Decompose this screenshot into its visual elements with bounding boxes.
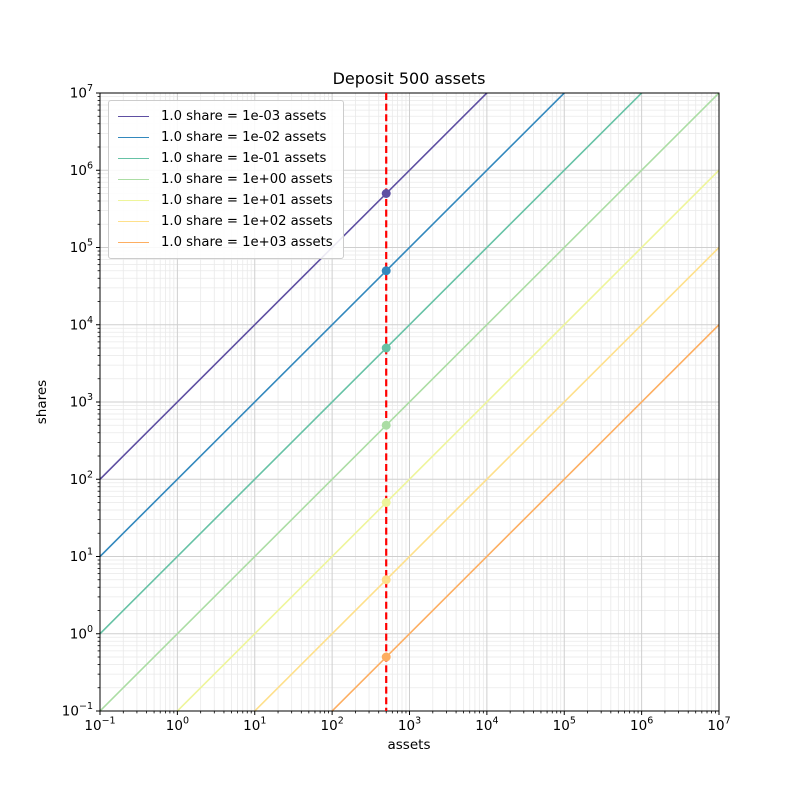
legend-line-swatch [118,200,149,201]
legend-entry: 1.0 share = 1e-02 assets [118,127,333,148]
series-line [176,169,719,711]
series-line [253,246,719,711]
y-tick-label: 10−1 [62,701,93,720]
legend-entry: 1.0 share = 1e+03 assets [118,232,333,253]
deposit-point-dot [381,652,391,662]
legend-entry: 1.0 share = 1e-03 assets [118,106,333,127]
deposit-points [381,189,391,662]
series-lines [100,93,719,711]
y-tick-label: 105 [70,238,93,257]
x-tick-label: 10−1 [84,716,115,735]
deposit-point-dot [381,575,391,585]
legend-entry: 1.0 share = 1e+02 assets [118,211,333,232]
legend-label: 1.0 share = 1e+01 assets [161,193,333,208]
legend-entry: 1.0 share = 1e+00 assets [118,169,333,190]
legend-label: 1.0 share = 1e+00 assets [161,172,333,187]
legend-entry: 1.0 share = 1e-01 assets [118,148,333,169]
series-line [100,93,566,558]
deposit-point-dot [381,266,391,276]
x-tick-label: 102 [321,716,344,735]
legend-box: 1.0 share = 1e-03 assets 1.0 share = 1e-0… [108,100,344,259]
deposit-point-dot [381,498,391,508]
series-line [100,93,489,480]
x-tick-label: 107 [707,716,730,735]
y-tick-label: 107 [70,83,93,102]
y-tick-label: 106 [70,160,93,179]
y-tick-label: 101 [70,547,93,566]
y-axis-label: shares [34,380,50,424]
x-tick-label: 106 [630,716,653,735]
y-tick-label: 104 [70,315,93,334]
x-tick-label: 105 [553,716,576,735]
legend-line-swatch [118,116,149,117]
legend-line-swatch [118,221,149,222]
x-tick-label: 104 [475,716,498,735]
legend-line-swatch [118,158,149,159]
chart-title: Deposit 500 assets [333,69,486,88]
x-tick-label: 101 [243,716,266,735]
y-tick-label: 102 [70,469,93,488]
deposit-point-dot [381,189,391,199]
legend-line-swatch [118,179,149,180]
legend-entry: 1.0 share = 1e+01 assets [118,190,333,211]
y-tick-label: 103 [70,392,93,411]
y-tick-label: 100 [70,624,93,643]
legend-label: 1.0 share = 1e-03 assets [161,109,327,124]
x-tick-label: 103 [398,716,421,735]
series-line [100,93,719,711]
x-axis-label: assets [388,737,431,753]
series-line [330,324,719,711]
legend-line-swatch [118,137,149,138]
deposit-point-dot [381,420,391,430]
legend-label: 1.0 share = 1e+03 assets [161,235,333,250]
legend-label: 1.0 share = 1e-01 assets [161,151,327,166]
legend-label: 1.0 share = 1e-02 assets [161,130,327,145]
legend-label: 1.0 share = 1e+02 assets [161,214,333,229]
deposit-point-dot [381,343,391,353]
series-line [100,93,643,635]
x-tick-label: 100 [166,716,189,735]
legend-line-swatch [118,242,149,243]
axis-ticks [96,92,720,715]
